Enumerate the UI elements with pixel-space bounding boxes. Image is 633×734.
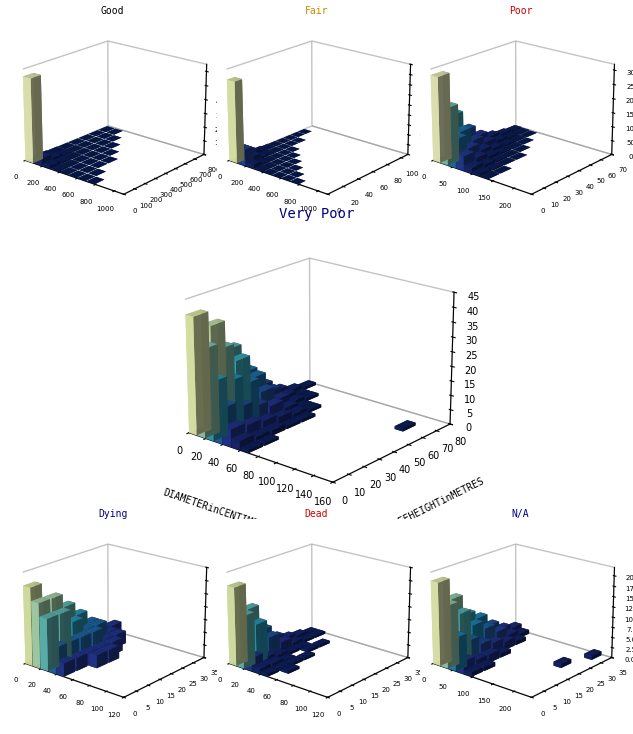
Title: Dying: Dying <box>98 509 127 519</box>
Title: Dead: Dead <box>304 509 329 519</box>
Title: Very Poor: Very Poor <box>279 207 354 221</box>
Title: N/A: N/A <box>511 509 529 519</box>
X-axis label: DIAMETERinCENTIMETRES: DIAMETERinCENTIMETRES <box>161 487 282 537</box>
Title: Fair: Fair <box>304 6 329 15</box>
Title: Good: Good <box>101 6 124 15</box>
Title: Poor: Poor <box>509 6 532 15</box>
Y-axis label: TREEHEIGHTinMETRES: TREEHEIGHTinMETRES <box>387 476 487 531</box>
